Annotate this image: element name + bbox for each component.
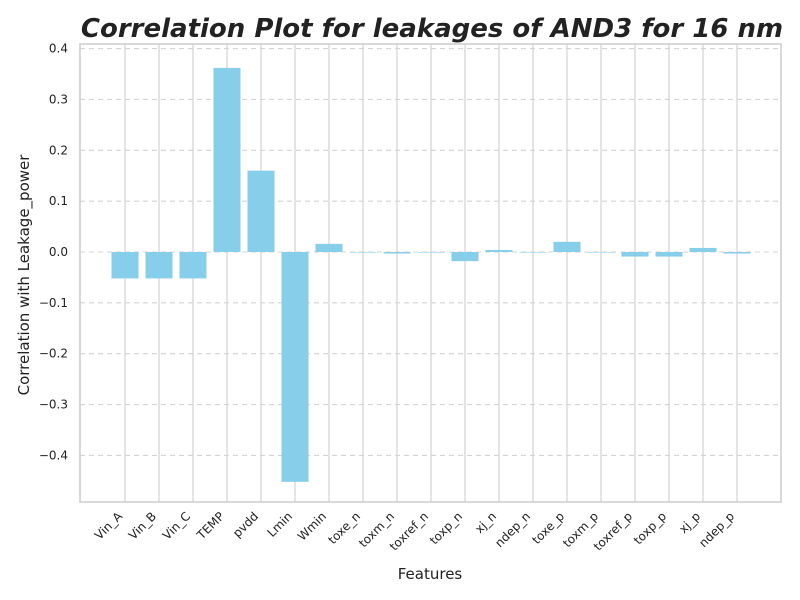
bar-temp xyxy=(213,67,241,252)
bar-vin-a xyxy=(111,252,139,279)
bar-toxp-p xyxy=(655,252,683,257)
x-tick-label: xj_p xyxy=(676,509,703,536)
x-tick-label: pvdd xyxy=(230,509,261,540)
bar-toxref-n xyxy=(417,252,445,253)
grid-layer xyxy=(80,44,781,502)
x-tick-label: Vin_B xyxy=(126,509,159,542)
frame-layer xyxy=(79,43,782,503)
x-tick-label: toxp_p xyxy=(631,509,669,547)
y-tick-label: −0.4 xyxy=(39,448,68,462)
x-tick-label: xj_n xyxy=(472,509,499,536)
bar-toxm-p xyxy=(587,252,615,253)
bar-ndep-n xyxy=(519,252,547,253)
bar-wmin xyxy=(315,243,343,252)
y-tick-label: 0.3 xyxy=(49,92,68,106)
bar-xj-n xyxy=(485,249,513,252)
bar-toxref-p xyxy=(621,252,649,257)
bars-layer xyxy=(111,67,751,482)
y-axis-label: Correlation with Leakage_power xyxy=(15,154,34,396)
x-tick-label: Vin_C xyxy=(160,509,193,542)
x-tick-label: Wmin xyxy=(295,509,329,543)
bar-xj-p xyxy=(689,247,717,252)
y-tick-label: −0.3 xyxy=(39,398,68,412)
x-tick-label: ndep_p xyxy=(696,509,737,550)
y-tick-label: 0.1 xyxy=(49,194,68,208)
plot-frame xyxy=(79,43,782,503)
bar-pvdd xyxy=(247,170,275,252)
y-tick-label: 0.0 xyxy=(49,245,68,259)
y-tick-label: 0.4 xyxy=(49,42,68,56)
bar-vin-b xyxy=(145,252,173,279)
x-tick-label: Lmin xyxy=(264,509,295,540)
bar-vin-c xyxy=(179,252,207,279)
y-tick-labels: −0.4 −0.3 −0.2 −0.1 0.0 0.1 0.2 0.3 0.4 xyxy=(39,42,68,463)
x-tick-label: ndep_n xyxy=(492,509,533,550)
y-tick-label: 0.2 xyxy=(49,143,68,157)
bar-toxp-n xyxy=(451,252,479,262)
y-tick-label: −0.1 xyxy=(39,296,68,310)
chart-title: Correlation Plot for leakages of AND3 fo… xyxy=(81,14,783,44)
x-tick-label: toxp_n xyxy=(427,509,465,547)
y-tick-label: −0.2 xyxy=(39,347,68,361)
bar-toxe-n xyxy=(349,252,377,253)
x-tick-labels: Vin_A Vin_B Vin_C TEMP pvdd Lmin Wmintoxe_ntox… xyxy=(92,509,737,554)
bar-ndep-p xyxy=(723,252,751,254)
bar-toxe-p xyxy=(553,241,581,252)
bar-lmin xyxy=(281,252,309,482)
x-tick-label: TEMP xyxy=(194,509,228,543)
x-tick-label: Vin_A xyxy=(92,509,126,543)
x-axis-label: Features xyxy=(398,565,463,583)
bar-toxm-n xyxy=(383,252,411,254)
